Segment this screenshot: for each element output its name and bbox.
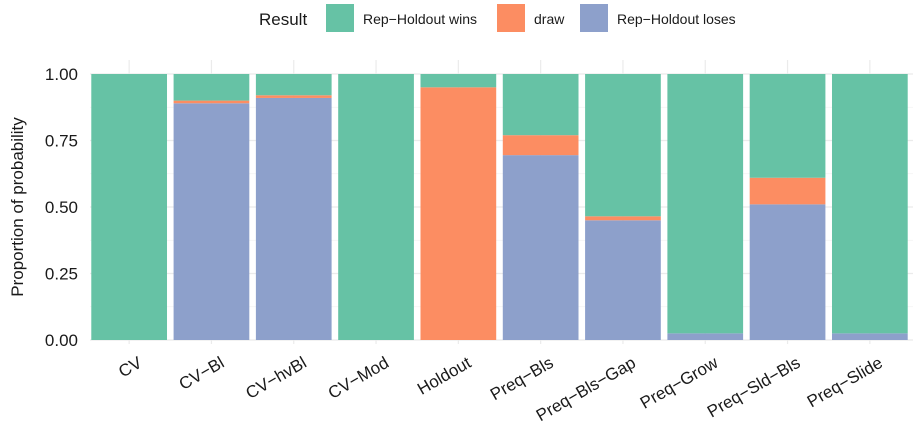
bar-segment: [255, 95, 332, 98]
bar-segment: [173, 100, 250, 104]
legend-title: Result: [259, 10, 307, 29]
y-tick-label: 0.50: [45, 198, 78, 217]
y-tick-label: 0.75: [45, 132, 78, 151]
bar-segment: [173, 74, 250, 101]
legend: Result Rep−Holdout wins draw Rep−Holdout l…: [259, 4, 736, 32]
legend-label: Rep−Holdout wins: [363, 11, 477, 27]
y-tick-label: 0.00: [45, 331, 78, 350]
y-tick-label: 0.25: [45, 265, 78, 284]
legend-label: Rep−Holdout loses: [617, 11, 736, 27]
bar-segment: [420, 74, 497, 88]
y-axis-label: Proportion of probability: [8, 117, 27, 297]
bar-segment: [749, 74, 826, 178]
x-tick-label: CV−hvBl: [243, 353, 310, 403]
bar-segment: [667, 333, 744, 340]
bar-segment: [255, 97, 332, 340]
bar-segment: [91, 74, 168, 340]
legend-key: [497, 4, 525, 32]
x-tick-label: CV−Mod: [325, 353, 392, 403]
x-tick-label: Preq−Sld−Bls: [704, 353, 804, 421]
x-tick-label: Preq−Slide: [804, 353, 886, 411]
legend-key: [326, 4, 354, 32]
legend-label: draw: [534, 11, 565, 27]
x-tick-label: Holdout: [414, 353, 474, 399]
bar-segment: [831, 333, 908, 340]
bar-segment: [585, 220, 661, 340]
bar-segment: [831, 74, 908, 334]
x-tick-label: CV: [115, 353, 146, 382]
bar-segment: [502, 135, 579, 156]
bar-segment: [502, 155, 579, 340]
bar-segment: [420, 87, 497, 340]
bar-segment: [749, 177, 826, 205]
bar-segment: [585, 216, 661, 221]
y-axis: 0.00 0.25 0.50 0.75 1.00: [45, 65, 78, 350]
bar-segment: [255, 74, 332, 96]
legend-key: [580, 4, 608, 32]
bar-segment: [667, 74, 744, 334]
bar-segment: [585, 74, 661, 217]
x-axis: CV CV−Bl CV−hvBl CV−Mod Holdout Preq−Bls Preq−…: [115, 353, 886, 426]
bar-segment: [173, 103, 250, 340]
bar-segment: [502, 74, 579, 136]
y-tick-label: 1.00: [45, 65, 78, 84]
bar-segment: [338, 74, 414, 340]
x-tick-label: CV−Bl: [176, 353, 228, 394]
x-tick-label: Preq−Bls: [487, 353, 557, 404]
bars: [91, 74, 908, 340]
bar-segment: [749, 204, 826, 340]
